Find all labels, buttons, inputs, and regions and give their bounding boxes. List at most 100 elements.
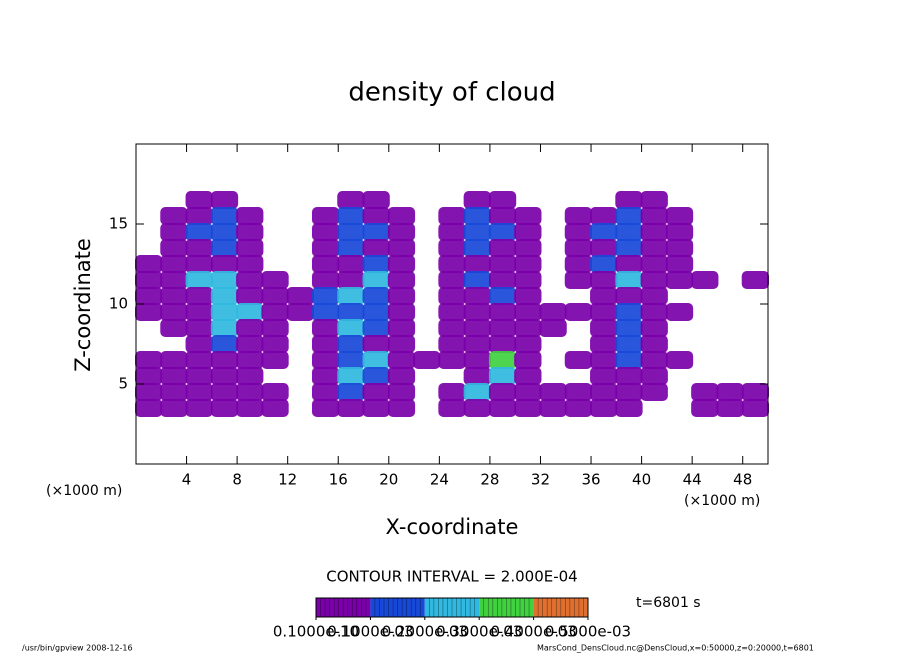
density-cell bbox=[691, 223, 718, 241]
density-cell bbox=[210, 351, 239, 369]
density-cell bbox=[666, 287, 693, 305]
density-cell bbox=[287, 367, 314, 385]
density-cell bbox=[337, 207, 365, 225]
density-cell bbox=[135, 383, 163, 401]
density-cell bbox=[640, 335, 668, 353]
density-cell bbox=[615, 351, 643, 369]
density-cell bbox=[539, 255, 566, 273]
density-cell bbox=[210, 223, 239, 241]
density-cell bbox=[387, 303, 416, 321]
x-tick-label: 12 bbox=[278, 471, 297, 489]
density-cell bbox=[438, 303, 466, 321]
density-cell bbox=[615, 303, 643, 321]
density-cell bbox=[590, 239, 618, 257]
density-cell bbox=[160, 223, 188, 241]
density-cell bbox=[615, 207, 643, 225]
density-cell bbox=[514, 207, 542, 225]
density-cell bbox=[665, 303, 694, 321]
density-cell bbox=[261, 255, 288, 273]
density-cell bbox=[160, 367, 188, 385]
density-cell bbox=[640, 303, 668, 321]
density-cell bbox=[185, 351, 213, 369]
density-cell bbox=[742, 207, 769, 225]
density-cell bbox=[691, 383, 719, 401]
density-cell bbox=[362, 207, 390, 225]
density-cell bbox=[160, 271, 188, 289]
density-cell bbox=[640, 207, 668, 225]
density-cell bbox=[135, 319, 162, 337]
density-cell bbox=[387, 319, 416, 337]
density-cell bbox=[413, 223, 440, 241]
density-cell bbox=[488, 287, 517, 305]
density-cell bbox=[691, 255, 718, 273]
density-cell bbox=[641, 399, 668, 417]
density-cell bbox=[742, 303, 769, 321]
density-cell bbox=[185, 255, 213, 273]
density-cell bbox=[691, 239, 718, 257]
density-cell bbox=[514, 383, 542, 401]
density-cell bbox=[488, 207, 517, 225]
density-cell bbox=[185, 191, 213, 209]
density-cell bbox=[287, 191, 314, 209]
density-cell bbox=[716, 303, 743, 321]
density-cell bbox=[311, 287, 340, 305]
density-cell bbox=[742, 319, 769, 337]
density-cell bbox=[665, 351, 694, 369]
density-cell bbox=[337, 351, 365, 369]
x-tick-label: 4 bbox=[182, 471, 192, 489]
density-cell bbox=[640, 239, 668, 257]
density-cell bbox=[362, 383, 390, 401]
x-tick-label: 20 bbox=[379, 471, 398, 489]
density-cell bbox=[261, 207, 288, 225]
density-cell bbox=[539, 367, 566, 385]
density-cell bbox=[565, 367, 592, 385]
x-tick-label: 48 bbox=[733, 471, 752, 489]
density-cell bbox=[236, 239, 264, 257]
density-cell bbox=[741, 383, 769, 401]
density-cell bbox=[160, 303, 188, 321]
density-cell bbox=[287, 255, 314, 273]
density-cell bbox=[185, 287, 213, 305]
footer-left: /usr/bin/gpview 2008-12-16 bbox=[22, 644, 133, 653]
density-cell bbox=[514, 239, 542, 257]
density-cell bbox=[539, 303, 567, 321]
density-cell bbox=[261, 351, 289, 369]
y-axis-label: Z-coordinate bbox=[71, 238, 95, 372]
density-cell bbox=[210, 319, 239, 337]
density-cell bbox=[413, 239, 440, 257]
density-cell bbox=[362, 303, 390, 321]
density-cell bbox=[665, 239, 694, 257]
density-cell bbox=[261, 223, 288, 241]
density-cell bbox=[287, 319, 314, 337]
density-cell bbox=[413, 367, 440, 385]
density-cell bbox=[539, 191, 566, 209]
density-cell bbox=[387, 207, 416, 225]
density-cell bbox=[387, 383, 416, 401]
footer-right: MarsCond_DensCloud.nc@DensCloud,x=0:5000… bbox=[537, 644, 814, 653]
colorbar-label: 0.3000e-03 bbox=[436, 623, 522, 641]
density-cell bbox=[514, 319, 542, 337]
density-cell bbox=[135, 335, 162, 353]
density-cell bbox=[539, 351, 566, 369]
density-cell bbox=[387, 399, 416, 417]
density-cell bbox=[337, 271, 365, 289]
density-cell bbox=[311, 399, 340, 417]
density-cell bbox=[210, 399, 239, 417]
density-cell bbox=[590, 383, 618, 401]
density-cell bbox=[287, 335, 314, 353]
density-cell bbox=[640, 319, 668, 337]
colorbar-label: 0.1000e-03 bbox=[327, 623, 413, 641]
density-cell bbox=[311, 239, 340, 257]
density-cell bbox=[565, 319, 592, 337]
density-cell bbox=[615, 399, 643, 417]
density-cell bbox=[387, 335, 416, 353]
density-cell bbox=[362, 351, 390, 369]
density-cell bbox=[413, 271, 440, 289]
density-cell bbox=[539, 287, 566, 305]
x-tick-label: 16 bbox=[329, 471, 348, 489]
density-cell bbox=[236, 351, 264, 369]
density-cell bbox=[135, 303, 163, 321]
density-cell bbox=[438, 239, 466, 257]
density-cell bbox=[413, 207, 440, 225]
density-cell bbox=[210, 239, 239, 257]
